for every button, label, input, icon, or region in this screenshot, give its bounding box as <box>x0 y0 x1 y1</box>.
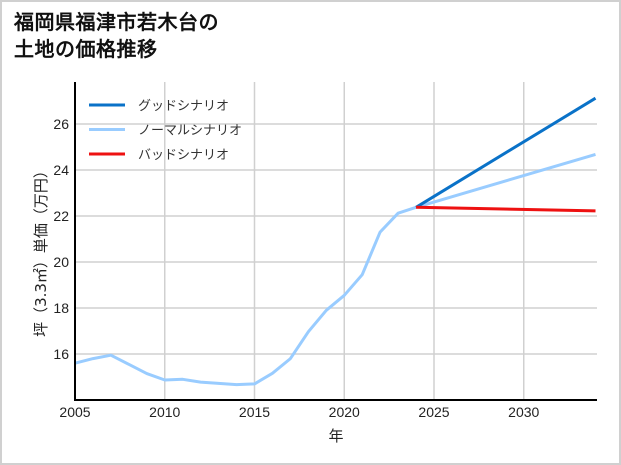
y-tick-label: 24 <box>53 162 69 178</box>
x-tick-label: 2005 <box>59 404 90 420</box>
x-axis-label: 年 <box>328 427 343 445</box>
legend-label: ノーマルシナリオ <box>138 124 242 139</box>
series-line <box>415 96 597 209</box>
y-tick-label: 26 <box>53 116 69 132</box>
axes <box>74 82 597 401</box>
y-tick-label: 22 <box>53 208 69 224</box>
chart-title: 福岡県福津市若木台の 土地の価格推移 <box>14 9 219 63</box>
grid-lines <box>75 82 597 400</box>
y-axis-label: 坪（3.3㎡）単価（万円） <box>32 163 50 337</box>
x-tick-label: 2010 <box>149 404 180 420</box>
x-tick-label: 2030 <box>508 404 539 420</box>
y-tick-label: 18 <box>53 300 69 316</box>
chart-title-line2: 土地の価格推移 <box>14 37 158 61</box>
x-tick-label: 2025 <box>418 404 449 420</box>
series-lines <box>74 96 597 387</box>
tick-labels: 2005 2010 2015 2020 2025 2030 16 18 20 22 24 26 <box>53 116 539 420</box>
series-line <box>74 152 596 387</box>
x-tick-label: 2020 <box>329 404 360 420</box>
legend-label: バッドシナリオ <box>138 148 229 163</box>
x-tick-label: 2015 <box>239 404 270 420</box>
legend-label: グッドシナリオ <box>138 99 229 114</box>
y-tick-label: 20 <box>53 254 69 270</box>
y-tick-label: 16 <box>53 346 69 362</box>
chart-title-line1: 福岡県福津市若木台の <box>14 10 219 34</box>
series-line <box>416 205 596 213</box>
